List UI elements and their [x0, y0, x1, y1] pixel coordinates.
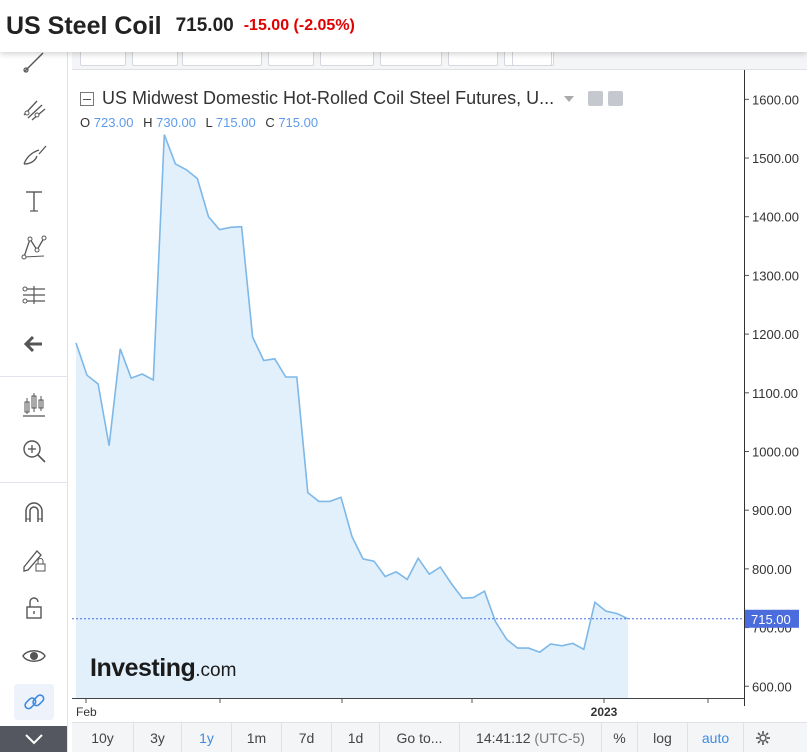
y-tick-label: 1100.00: [752, 386, 798, 401]
price-chart[interactable]: 600.00700.00800.00900.001000.001100.0012…: [72, 70, 807, 722]
settings-gear-icon[interactable]: [608, 91, 624, 106]
lock-drawing-icon: [23, 550, 46, 572]
measure-icon: [22, 286, 45, 304]
goto-button[interactable]: Go to...: [380, 722, 460, 752]
link-tool[interactable]: [14, 684, 54, 720]
legend-title: US Midwest Domestic Hot-Rolled Coil Stee…: [102, 88, 555, 108]
y-tick-label: 1500.00: [752, 151, 799, 166]
zoom-in-tool[interactable]: [14, 433, 54, 469]
visibility-icon[interactable]: [588, 91, 604, 106]
y-tick-label: 900.00: [752, 503, 792, 518]
range-button-1y[interactable]: 1y: [182, 722, 232, 752]
bottom-toolbar: 10y 3y 1y 1m 7d 1d Go to... 14:41:12 (UTC-5) …: [72, 722, 807, 752]
clock-timezone: (UTC-5): [534, 729, 585, 746]
legend-dropdown-icon[interactable]: [564, 95, 575, 102]
high-value: 730.00: [156, 115, 196, 130]
pattern-icon: [21, 235, 47, 260]
range-button-1d[interactable]: 1d: [332, 722, 380, 752]
time-axis-border: [72, 698, 744, 699]
series-line: [75, 134, 629, 654]
watermark-suffix: .com: [195, 660, 237, 681]
chart-panel[interactable]: US Midwest Domestic Hot-Rolled Coil Stee…: [72, 70, 807, 722]
pitchfork-icon: [23, 100, 46, 121]
watermark-brand: Investing: [90, 654, 196, 682]
investing-watermark: Investing .com: [90, 654, 236, 683]
lock-drawing-tool[interactable]: [14, 542, 54, 578]
x-tick-label: 2023: [591, 705, 618, 719]
range-button-7d[interactable]: 7d: [282, 722, 332, 752]
eye-tool[interactable]: [14, 638, 54, 674]
clock-time: 14:41:12: [476, 729, 531, 746]
indicators-tool[interactable]: [14, 387, 54, 423]
ohlc-values: O 723.00 H 730.00 L 715.00 C 715.00: [80, 115, 319, 130]
measure-tool[interactable]: [14, 277, 54, 313]
last-price-badge: [745, 609, 799, 628]
trend-line-icon: [23, 52, 44, 73]
link-icon: [24, 694, 45, 710]
unlock-tool[interactable]: [14, 590, 54, 626]
back-arrow-tool[interactable]: [14, 326, 54, 362]
low-value: 715.00: [215, 115, 256, 130]
y-tick-label: 1300.00: [752, 268, 799, 283]
y-tick-label: 1000.00: [752, 444, 799, 459]
eye-icon: [22, 650, 46, 662]
pitchfork-tool[interactable]: [14, 90, 54, 126]
indicators-icon: [23, 393, 45, 417]
text-tool[interactable]: [14, 183, 54, 219]
y-tick-label: 800.00: [752, 562, 792, 577]
pattern-tool[interactable]: [14, 229, 54, 265]
toolbar-expand-button[interactable]: [0, 726, 67, 752]
trend-line-tool[interactable]: [14, 44, 54, 80]
left-drawing-toolbar: [0, 40, 68, 752]
y-tick-label: 600.00: [752, 679, 792, 694]
range-button-10y[interactable]: 10y: [72, 722, 134, 752]
unlock-icon: [26, 597, 42, 619]
chart-settings-button[interactable]: [744, 723, 782, 752]
auto-scale-button[interactable]: auto: [688, 722, 744, 752]
zoom-in-icon: [23, 440, 46, 463]
log-scale-button[interactable]: log: [638, 722, 688, 752]
chart-legend: US Midwest Domestic Hot-Rolled Coil Stee…: [80, 88, 624, 130]
y-tick-label: 1200.00: [752, 327, 799, 342]
y-tick-label: 1400.00: [752, 210, 799, 225]
range-button-1m[interactable]: 1m: [232, 722, 282, 752]
range-button-3y[interactable]: 3y: [134, 722, 182, 752]
brush-tool[interactable]: [14, 137, 54, 173]
magnet-icon: [25, 502, 43, 522]
collapse-legend-icon[interactable]: [80, 91, 94, 106]
price-change: -15.00 (-2.05%): [243, 17, 355, 34]
text-icon: [26, 191, 42, 212]
close-value: 715.00: [278, 115, 319, 130]
quote-header: US Steel Coil 715.00 -15.00 (-2.05%): [0, 0, 807, 52]
settings-gear-icon: [756, 730, 770, 745]
magnet-tool[interactable]: [14, 495, 54, 531]
open-value: 723.00: [93, 115, 134, 130]
series-area: [76, 134, 628, 699]
expand-chevron-icon: [24, 734, 43, 745]
brush-icon: [23, 145, 47, 165]
percent-scale-button[interactable]: %: [602, 722, 638, 752]
price-axis-border: [744, 70, 745, 706]
last-price-label: 715.00: [751, 612, 791, 627]
x-tick-label: Feb: [76, 705, 97, 719]
back-arrow-icon: [23, 335, 42, 353]
clock: 14:41:12 (UTC-5): [460, 722, 602, 752]
last-price: 715.00: [175, 15, 234, 36]
instrument-title: US Steel Coil: [6, 11, 162, 40]
y-tick-label: 1600.00: [752, 92, 799, 107]
